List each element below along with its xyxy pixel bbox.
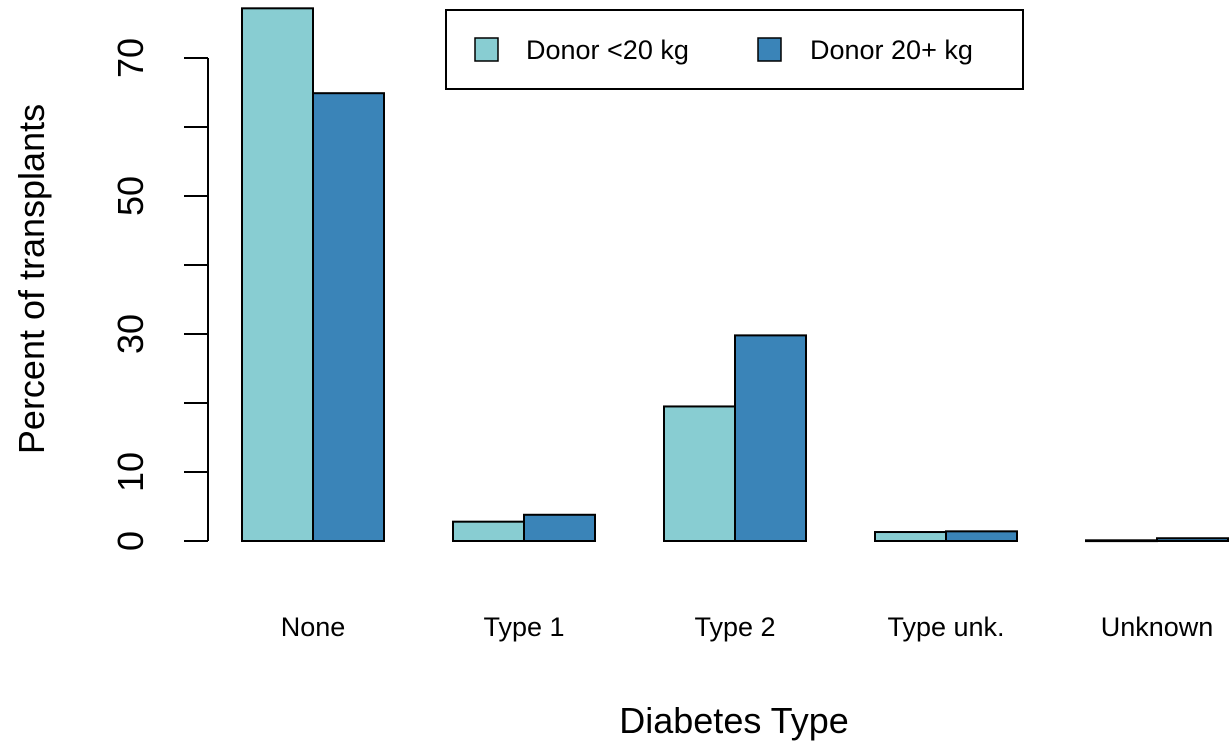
x-category-label: Type 2 — [694, 612, 775, 642]
bar-type-1-donor-20-plus-kg — [523, 513, 596, 543]
y-tick-label: 0 — [110, 531, 151, 551]
bar-type-unk-donor-20-plus-kg — [945, 530, 1018, 543]
x-category-label: None — [281, 612, 346, 642]
bar-type-2-donor-under-20-kg — [663, 405, 736, 543]
x-category-label: Type 1 — [483, 612, 564, 642]
bar-unknown-donor-20-plus-kg — [1156, 537, 1229, 542]
y-tick-label: 30 — [110, 314, 151, 354]
bar-type-2-donor-20-plus-kg — [734, 334, 807, 542]
legend-swatch-donor-under-20kg — [474, 37, 499, 62]
y-axis: 0 10 30 50 70 — [110, 38, 209, 551]
legend: Donor <20 kg Donor 20+ kg — [445, 9, 1024, 90]
legend-box — [445, 9, 1024, 90]
y-axis-title: Percent of transplants — [11, 104, 52, 454]
bar-unknown-donor-under-20-kg — [1085, 539, 1158, 543]
bar-type-1-donor-under-20-kg — [452, 520, 525, 542]
y-tick-label: 10 — [110, 452, 151, 492]
legend-label-donor-under-20kg: Donor <20 kg — [526, 35, 689, 65]
legend-label-donor-20-plus-kg: Donor 20+ kg — [810, 35, 973, 65]
x-axis-title: Diabetes Type — [619, 700, 848, 741]
legend-swatch-donor-20-plus-kg — [757, 37, 782, 62]
y-tick-label: 50 — [110, 176, 151, 216]
x-category-label: Type unk. — [887, 612, 1004, 642]
category-labels: None Type 1 Type 2 Type unk. Unknown — [281, 612, 1214, 642]
x-category-label: Unknown — [1101, 612, 1214, 642]
bar-none-donor-under-20-kg — [241, 7, 314, 542]
bar-none-donor-20-plus-kg — [312, 92, 385, 542]
bars — [241, 7, 1229, 543]
y-tick-label: 70 — [110, 38, 151, 78]
bar-type-unk-donor-under-20-kg — [874, 531, 947, 543]
